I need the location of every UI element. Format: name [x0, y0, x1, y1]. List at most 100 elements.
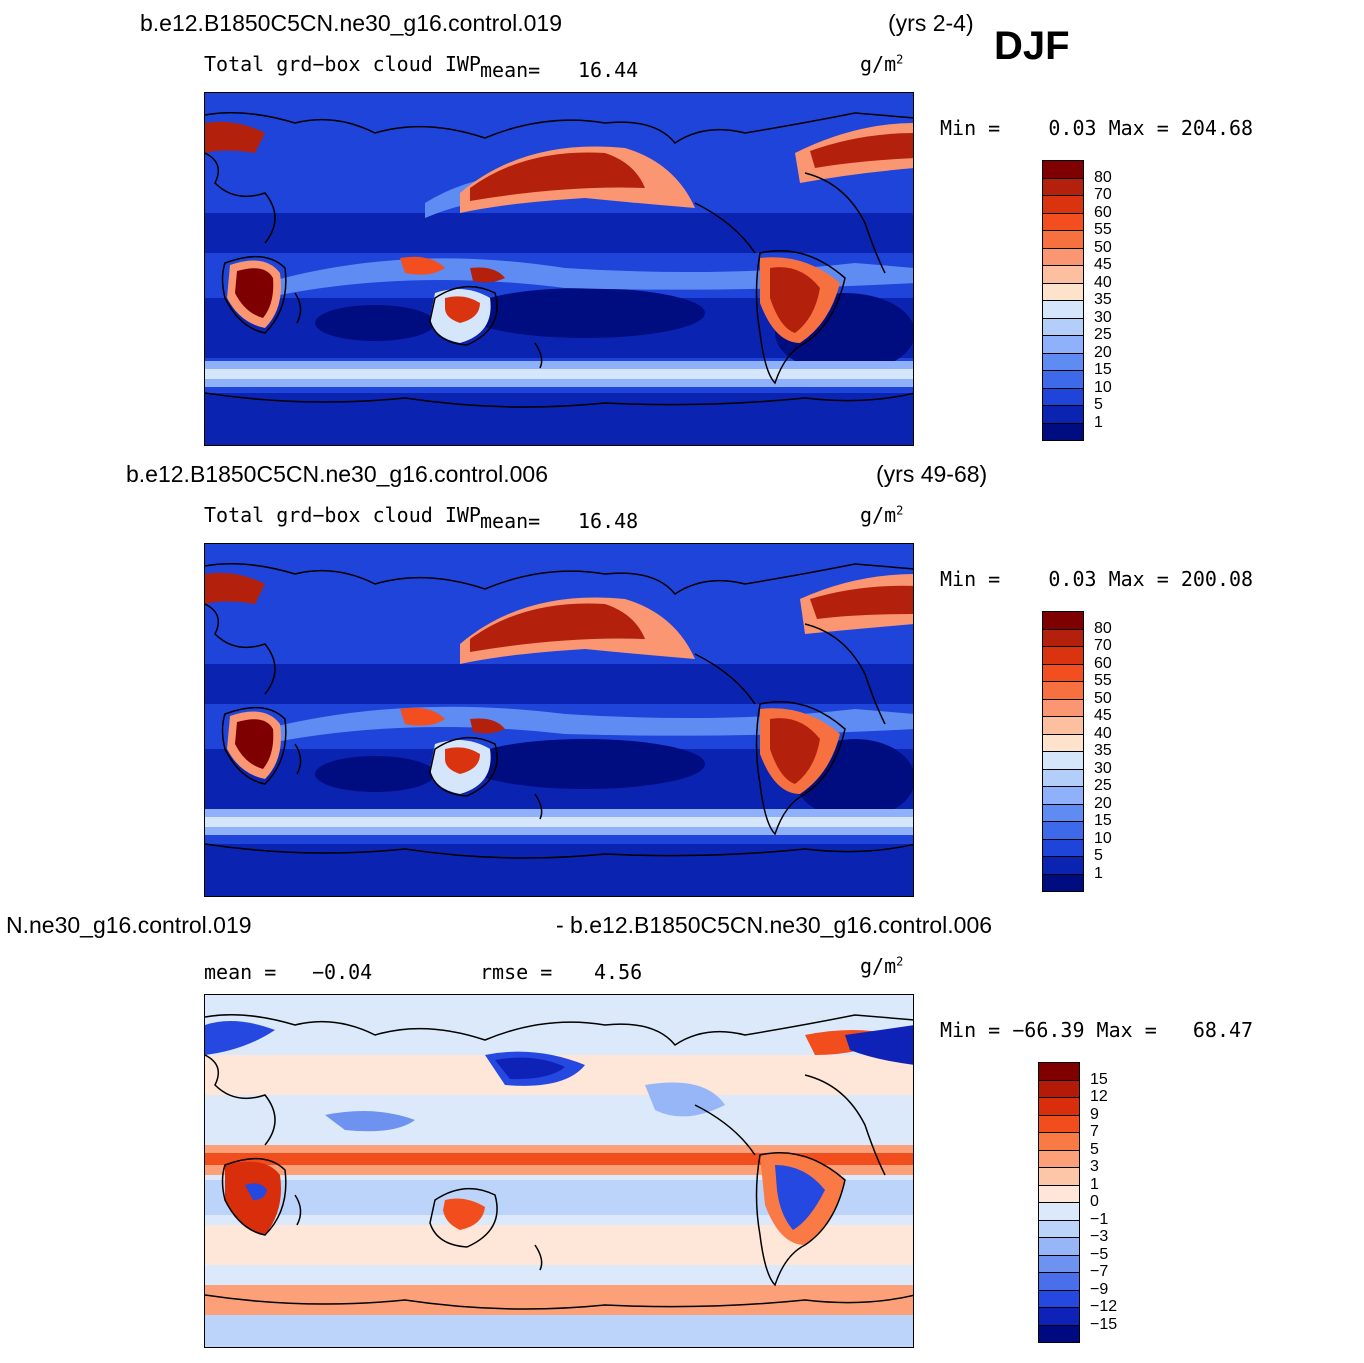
panel3-mean-label: mean =	[204, 960, 277, 984]
colorbar-swatch	[1042, 317, 1084, 336]
colorbar-swatch	[1042, 370, 1084, 389]
panel3-unit: g/m2	[860, 954, 904, 978]
colorbar-label: −7	[1090, 1263, 1109, 1280]
colorbar-swatch	[1042, 751, 1084, 770]
colorbar-label: 9	[1090, 1105, 1099, 1123]
colorbar-label: 40	[1094, 273, 1112, 291]
colorbar-label: 35	[1094, 742, 1112, 759]
colorbar-label: 5	[1094, 847, 1103, 864]
colorbar-swatch	[1038, 1254, 1080, 1273]
colorbar-swatch	[1038, 1307, 1080, 1326]
colorbar-label: −1	[1090, 1210, 1109, 1228]
colorbar-label: 50	[1094, 689, 1112, 707]
panel2-case-name: b.e12.B1850C5CN.ne30_g16.control.006	[126, 461, 548, 487]
colorbar-swatch	[1038, 1132, 1080, 1151]
colorbar-swatch	[1042, 873, 1084, 892]
colorbar-label: 50	[1094, 238, 1112, 256]
colorbar-label: 80	[1094, 168, 1112, 186]
colorbar-swatch	[1042, 768, 1084, 787]
colorbar-swatch	[1038, 1167, 1080, 1186]
panel1-case-name: b.e12.B1850C5CN.ne30_g16.control.019	[140, 10, 562, 36]
colorbar-label: 55	[1094, 221, 1112, 238]
colorbar-swatch	[1038, 1184, 1080, 1203]
panel1-variable: Total grd−box cloud IWP	[204, 52, 481, 76]
colorbar-label: 10	[1094, 829, 1112, 847]
colorbar-swatch	[1038, 1079, 1080, 1098]
colorbar-swatch	[1038, 1097, 1080, 1116]
colorbar-swatch	[1042, 265, 1084, 284]
colorbar-swatch	[1038, 1062, 1080, 1081]
colorbar-swatch	[1042, 282, 1084, 301]
colorbar-label: −3	[1090, 1228, 1109, 1245]
colorbar-label: 30	[1094, 308, 1112, 326]
panel2-map	[204, 543, 914, 897]
colorbar-label: 20	[1094, 794, 1112, 812]
season-label: DJF	[994, 24, 1070, 68]
colorbar-swatch	[1042, 422, 1084, 441]
colorbar-swatch	[1042, 716, 1084, 735]
colorbar-swatch	[1042, 611, 1084, 630]
colorbar-swatch	[1042, 195, 1084, 214]
colorbar-label: 45	[1094, 707, 1112, 724]
colorbar-swatch	[1042, 838, 1084, 857]
panel2-minmax: Min = 0.03 Max = 200.08	[940, 567, 1254, 591]
colorbar-swatch	[1042, 405, 1084, 424]
colorbar-swatch	[1042, 733, 1084, 752]
colorbar-swatch	[1042, 230, 1084, 249]
colorbar-label: 25	[1094, 777, 1112, 794]
colorbar-swatch	[1042, 698, 1084, 717]
panel1-mean-label: mean=	[480, 58, 541, 82]
panel1-map	[204, 92, 914, 446]
colorbar-label: 5	[1090, 1140, 1099, 1158]
panel3-case-left: N.ne30_g16.control.019	[6, 912, 252, 938]
colorbar-label: 15	[1094, 812, 1112, 829]
panel3-rmse-label: rmse =	[480, 960, 553, 984]
colorbar-label: 3	[1090, 1158, 1099, 1175]
colorbar-label: 1	[1094, 864, 1103, 882]
colorbar-label: 70	[1094, 637, 1112, 654]
colorbar-label: −9	[1090, 1280, 1109, 1298]
colorbar-swatch	[1042, 803, 1084, 822]
colorbar-label: 7	[1090, 1123, 1099, 1140]
panel3-minmax: Min = −66.39 Max = 68.47	[940, 1018, 1254, 1042]
colorbar-swatch	[1038, 1114, 1080, 1133]
colorbar-label: 45	[1094, 256, 1112, 273]
colorbar-swatch	[1038, 1149, 1080, 1168]
colorbar-label: 15	[1090, 1070, 1108, 1088]
panel2-unit: g/m2	[860, 503, 904, 527]
colorbar-label: 60	[1094, 654, 1112, 672]
panel2-years: (yrs 49-68)	[876, 461, 988, 487]
colorbar-label: 55	[1094, 672, 1112, 689]
colorbar-label: 20	[1094, 343, 1112, 361]
panel1-minmax: Min = 0.03 Max = 204.68	[940, 116, 1254, 140]
panel3-mean-value: −0.04	[312, 960, 373, 984]
panel3-map	[204, 994, 914, 1348]
colorbar-label: 30	[1094, 759, 1112, 777]
colorbar-swatch	[1042, 387, 1084, 406]
colorbar-swatch	[1042, 160, 1084, 179]
colorbar-swatch	[1042, 681, 1084, 700]
colorbar-swatch	[1042, 177, 1084, 196]
colorbar-swatch	[1042, 352, 1084, 371]
colorbar-swatch	[1038, 1202, 1080, 1221]
colorbar-swatch	[1042, 821, 1084, 840]
colorbar-swatch	[1038, 1219, 1080, 1238]
colorbar-label: 0	[1090, 1193, 1099, 1210]
colorbar-swatch	[1042, 628, 1084, 647]
colorbar-label: 1	[1090, 1175, 1099, 1193]
panel2-variable: Total grd−box cloud IWP	[204, 503, 481, 527]
panel3-rmse-value: 4.56	[594, 960, 643, 984]
colorbar-label: −5	[1090, 1245, 1109, 1263]
colorbar-swatch	[1042, 212, 1084, 231]
colorbar-label: 35	[1094, 291, 1112, 308]
colorbar-swatch	[1038, 1272, 1080, 1291]
colorbar-label: 25	[1094, 326, 1112, 343]
panel2-mean-label: mean=	[480, 509, 541, 533]
colorbar-swatch	[1042, 786, 1084, 805]
panel2-mean-value: 16.48	[578, 509, 639, 533]
colorbar-label: 5	[1094, 396, 1103, 413]
colorbar-swatch	[1042, 335, 1084, 354]
colorbar-swatch	[1038, 1289, 1080, 1308]
colorbar-swatch	[1042, 646, 1084, 665]
colorbar-swatch	[1038, 1237, 1080, 1256]
